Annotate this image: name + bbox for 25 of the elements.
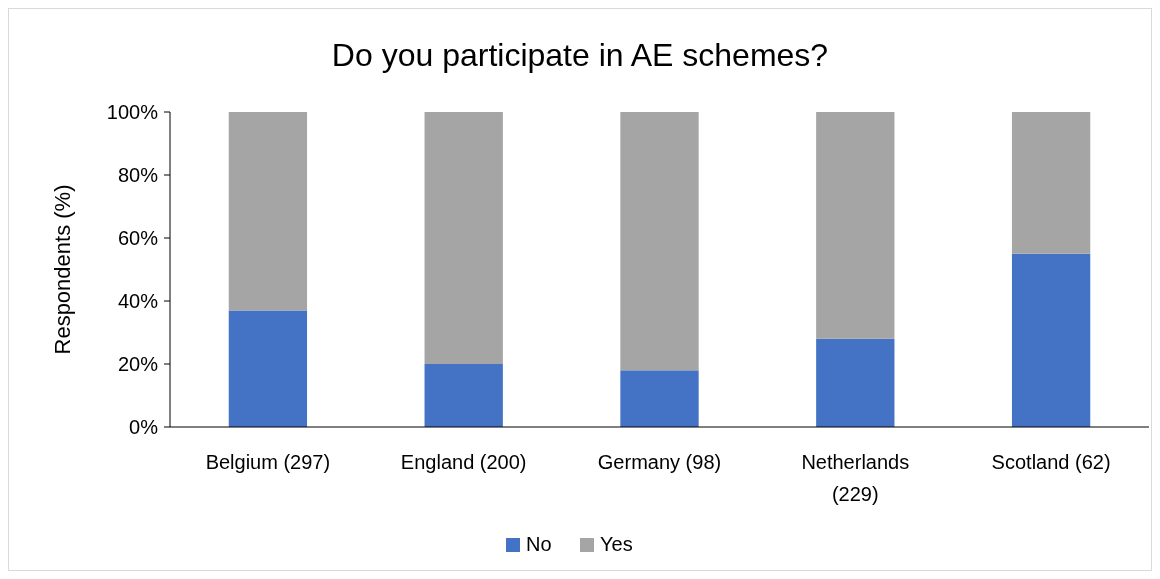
legend-label: Yes: [600, 533, 633, 555]
chart-title: Do you participate in AE schemes?: [331, 37, 829, 73]
y-tick-label: 0%: [129, 416, 159, 438]
bar: [816, 338, 895, 427]
bar: [228, 112, 308, 311]
bar: [620, 112, 699, 371]
bar: [620, 370, 699, 427]
bar: [424, 364, 503, 427]
legend-label: No: [526, 533, 552, 555]
x-tick-label: Netherlands (229): [801, 451, 910, 505]
y-axis-title: Respondents (%): [50, 184, 75, 355]
bar: [1011, 253, 1091, 427]
x-tick-label: Scotland (62): [991, 451, 1111, 473]
y-tick-label: 40%: [117, 290, 159, 312]
x-tick-label: England (200): [400, 451, 527, 473]
y-tick-label: 80%: [117, 164, 159, 186]
y-tick-label: 100%: [106, 101, 159, 123]
bar: [228, 310, 308, 427]
x-tick-label: Belgium (297): [205, 451, 331, 473]
bar: [424, 112, 503, 364]
bar: [1011, 112, 1091, 254]
y-tick-label: 20%: [117, 353, 159, 375]
y-tick-label: 60%: [117, 227, 159, 249]
x-tick-label: Germany (98): [597, 451, 722, 473]
bar: [816, 112, 895, 339]
